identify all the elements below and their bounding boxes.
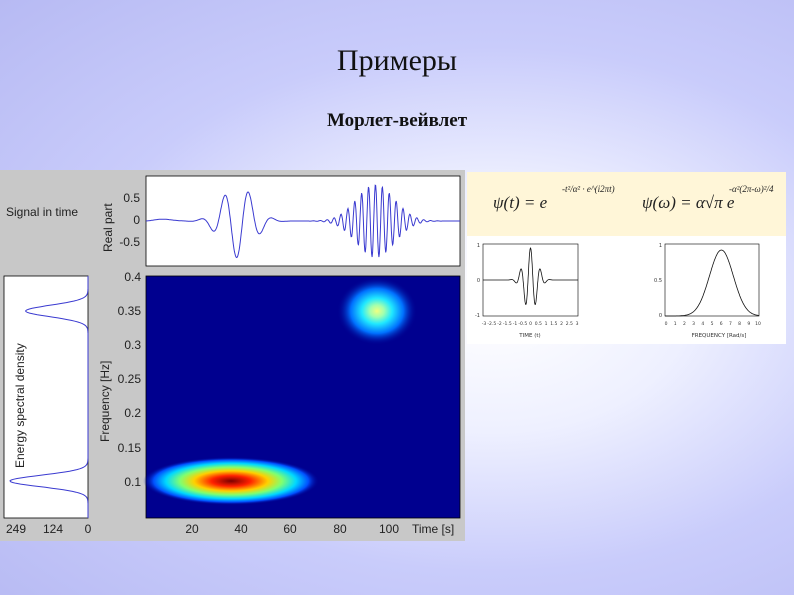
freq-wavelet-curve [665,249,759,317]
signal-tick-1: 0 [133,213,140,227]
freq-tick-2: 0.3 [124,338,141,352]
real-part-axis-label: Real part [101,203,115,252]
time-tick-1: 40 [234,522,248,536]
freq-tick-6: 0.1 [124,475,141,489]
tw-x-tick-10: 2 [560,321,563,327]
tw-x-tick-6: 0 [529,321,532,327]
esd-tick-1: 124 [43,522,63,536]
freq-wavelet-plot [664,243,760,317]
time-axis-label: Time [s] [412,522,454,536]
signal-label: Signal in time [6,205,78,219]
fw-x-tick-10: 10 [755,321,761,327]
tf-component-high-frequency [337,277,417,345]
esd-curve [9,276,89,518]
tw-axis-label: TIME (t) [518,333,540,339]
tw-ytick-1: 0 [477,278,480,284]
fw-x-tick-4: 4 [701,321,704,327]
fw-x-tick-8: 8 [738,321,741,327]
tw-ytick-2: -1 [475,313,480,319]
fw-x-tick-1: 1 [674,321,677,327]
esd-tick-2: 0 [85,522,92,536]
time-tick-3: 80 [333,522,347,536]
tw-x-tick-11: 2.5 [566,321,573,327]
signal-tick-0: 0.5 [123,191,140,205]
tw-x-tick-8: 1 [545,321,548,327]
tw-x-tick-5: -0.5 [518,321,527,327]
fw-x-tick-2: 2 [683,321,686,327]
tw-x-tick-3: -1.5 [503,321,512,327]
tw-x-tick-0: -3 [482,321,487,327]
esd-axis-label: Energy spectral density [13,343,27,468]
fw-axis-label: FREQUENCY [Rad/s] [692,333,747,339]
fw-ytick-0: 1 [659,243,662,249]
morlet-formula-figure: ψ(t) = e -t²/α² · e^(i2πt) ψ(ω) = α√π e … [467,172,786,344]
fw-x-tick-6: 6 [720,321,723,327]
freq-tick-5: 0.15 [118,441,142,455]
time-tick-0: 20 [185,522,199,536]
signal-curve [146,184,460,259]
freq-tick-4: 0.2 [124,406,141,420]
tw-x-tick-1: -2.5 [487,321,496,327]
freq-wavelet-ticks: 0 1 2 3 4 5 6 7 8 9 10 [665,321,761,327]
fw-ytick-1: 0.5 [654,278,662,284]
tw-x-tick-9: 1.5 [550,321,557,327]
freq-tick-3: 0.25 [118,372,142,386]
psi-freq-exponent: -α²(2π-ω)²/4 [729,184,774,194]
tw-x-tick-7: 0.5 [535,321,542,327]
time-tick-4: 100 [379,522,399,536]
formula-band [467,172,786,236]
psi-time-exponent: -t²/α² · e^(i2πt) [562,184,615,194]
tw-x-tick-2: -2 [497,321,502,327]
fw-x-tick-0: 0 [665,321,668,327]
signal-tick-2: -0.5 [119,235,140,249]
psi-time-formula: ψ(t) = e [493,193,548,212]
time-tick-2: 60 [283,522,297,536]
fw-x-tick-5: 5 [711,321,714,327]
tw-x-tick-4: -1 [513,321,518,327]
wavelet-figure-svg: Signal in time Real part 0.5 0 -0.5 Ener… [3,175,461,536]
time-wavelet-curve [483,247,578,306]
slide-subtitle: Морлет-вейвлет [326,110,468,131]
freq-tick-0: 0.4 [124,270,141,284]
frequency-axis-label: Frequency [Hz] [98,361,112,442]
freq-tick-1: 0.35 [118,304,142,318]
tf-component-low-frequency [143,457,319,505]
fw-ytick-2: 0 [659,313,662,319]
slide-title: Примеры [336,44,458,77]
formula-svg: ψ(t) = e -t²/α² · e^(i2πt) ψ(ω) = α√π e … [467,172,786,344]
time-wavelet-ticks: -3 -2.5 -2 -1.5 -1 -0.5 0 0.5 1 1.5 2 2.5 3 [482,321,579,327]
tw-x-tick-12: 3 [576,321,579,327]
esd-tick-0: 249 [6,522,26,536]
wavelet-analysis-figure: Signal in time Real part 0.5 0 -0.5 Ener… [0,170,465,541]
tw-ytick-0: 1 [477,243,480,249]
fw-x-tick-9: 9 [747,321,750,327]
psi-freq-formula: ψ(ω) = α√π e [642,193,735,212]
fw-x-tick-7: 7 [729,321,732,327]
fw-x-tick-3: 3 [692,321,695,327]
